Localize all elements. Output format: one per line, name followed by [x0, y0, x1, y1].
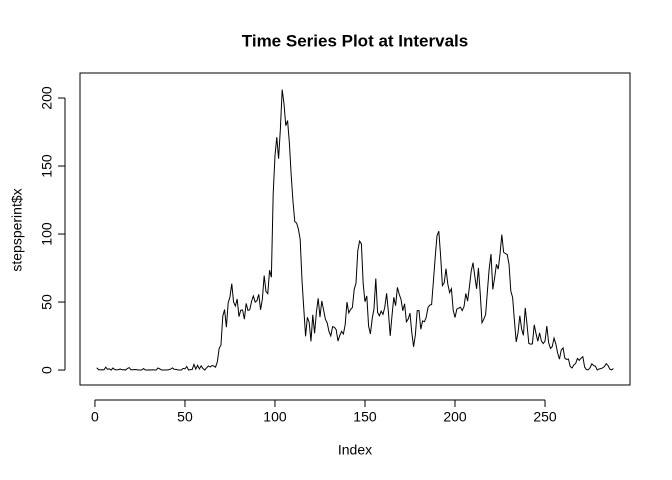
- y-tick-label: 150: [39, 154, 55, 178]
- y-axis-label: stepsperint$x: [9, 188, 25, 271]
- x-tick-label: 150: [353, 409, 377, 425]
- x-tick-label: 100: [263, 409, 287, 425]
- x-tick-label: 200: [443, 409, 467, 425]
- x-tick-label: 0: [91, 409, 99, 425]
- x-axis-label: Index: [338, 442, 372, 458]
- y-tick-label: 50: [39, 294, 55, 310]
- y-tick-label: 0: [39, 366, 55, 374]
- plot-frame: [79, 72, 631, 386]
- x-tick-label: 250: [533, 409, 557, 425]
- x-tick-label: 50: [177, 409, 193, 425]
- chart-title: Time Series Plot at Intervals: [242, 31, 468, 50]
- series-line: [96, 89, 614, 371]
- y-tick-label: 100: [39, 222, 55, 246]
- y-tick-label: 200: [39, 86, 55, 110]
